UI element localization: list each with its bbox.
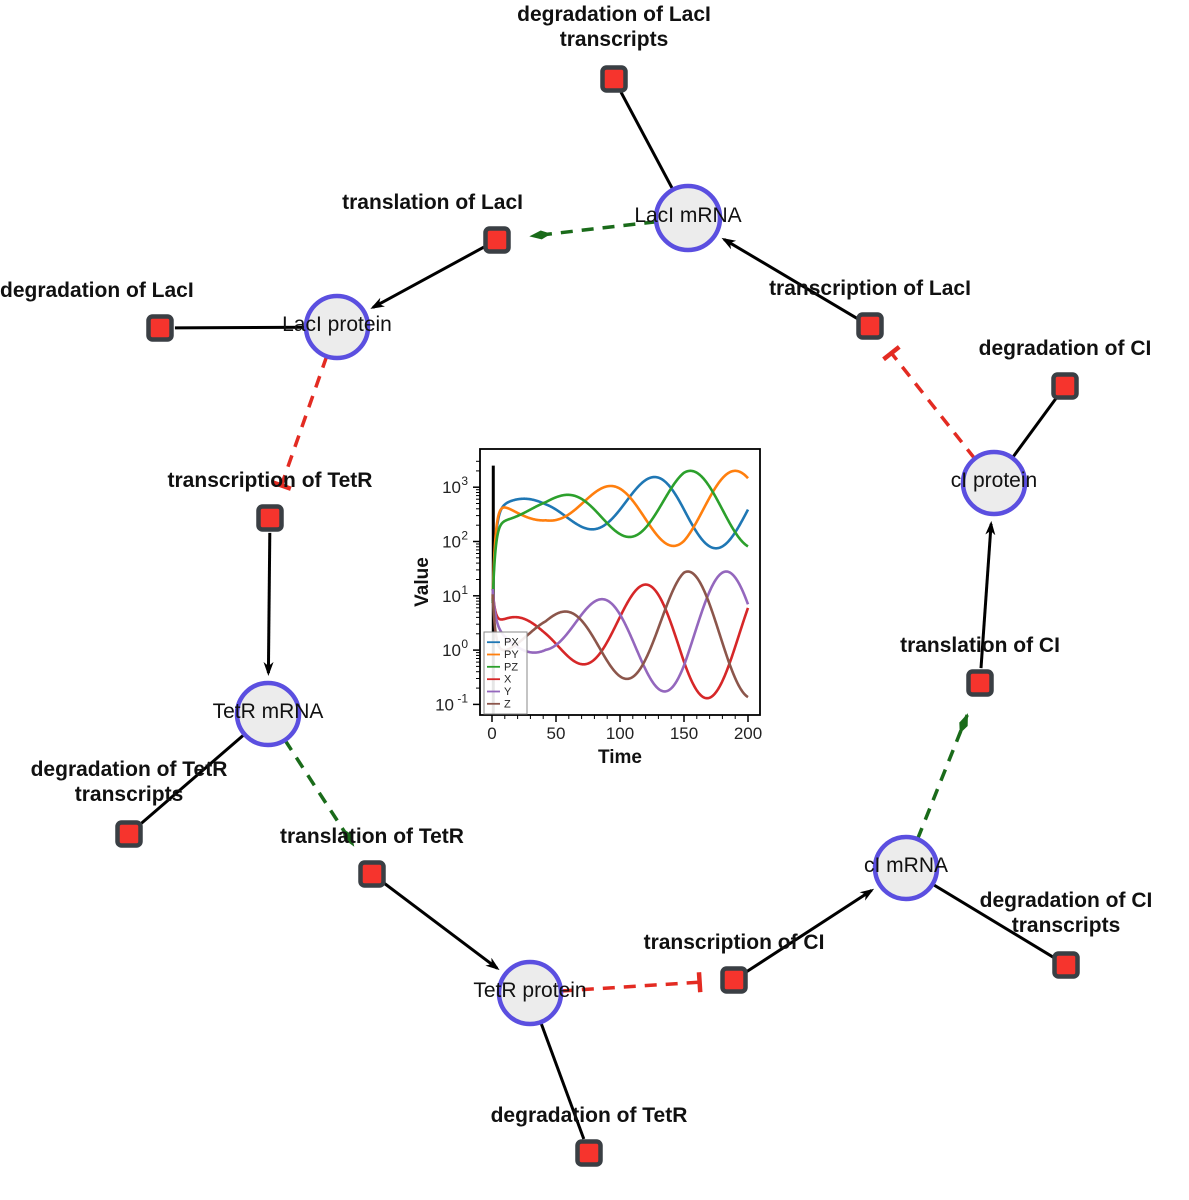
svg-text:100: 100	[606, 724, 634, 743]
svg-text:10: 10	[442, 587, 461, 606]
svg-text:200: 200	[734, 724, 762, 743]
svg-text:10: 10	[442, 641, 461, 660]
svg-text:Z: Z	[504, 698, 511, 710]
svg-text:Value: Value	[412, 557, 433, 607]
svg-text:-1: -1	[457, 691, 468, 705]
svg-text:X: X	[504, 674, 512, 686]
svg-text:150: 150	[670, 724, 698, 743]
svg-text:1: 1	[461, 583, 468, 597]
svg-text:Time: Time	[598, 747, 642, 768]
svg-text:2: 2	[461, 529, 468, 543]
svg-text:50: 50	[547, 724, 566, 743]
svg-text:10: 10	[442, 533, 461, 552]
svg-text:0: 0	[487, 724, 496, 743]
svg-text:PY: PY	[504, 649, 519, 661]
svg-text:Y: Y	[504, 686, 512, 698]
svg-text:10: 10	[442, 478, 461, 497]
svg-text:3: 3	[461, 474, 468, 488]
svg-text:10: 10	[435, 695, 454, 714]
svg-text:PX: PX	[504, 637, 519, 649]
svg-text:0: 0	[461, 637, 468, 651]
svg-text:PZ: PZ	[504, 661, 518, 673]
